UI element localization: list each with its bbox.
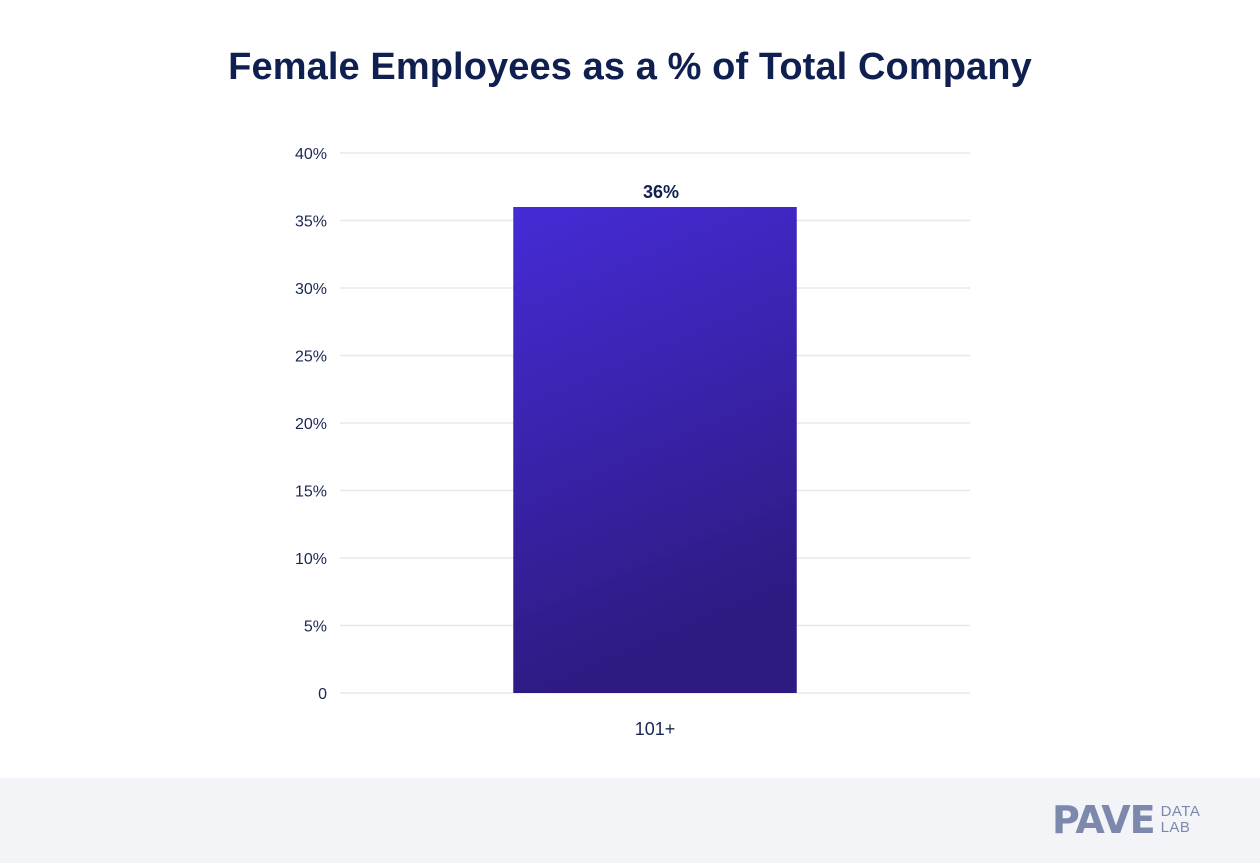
y-tick-label: 25%: [295, 349, 327, 366]
y-tick-label: 15%: [295, 484, 327, 501]
y-tick-label: 35%: [295, 214, 327, 231]
chart-title: Female Employees as a % of Total Company: [228, 46, 1032, 88]
bar-data-label: 36%: [643, 182, 679, 202]
y-tick-label: 40%: [295, 146, 327, 163]
bar: [513, 207, 797, 693]
y-tick-label: 0: [318, 686, 327, 703]
y-axis-ticks: 0 5% 10% 15% 20% 25% 30% 35% 40%: [295, 146, 327, 703]
bars: [513, 207, 797, 693]
y-tick-label: 20%: [295, 416, 327, 433]
logo-sub-lab: LAB: [1160, 819, 1191, 836]
footer-band: [0, 778, 1260, 863]
logo-wordmark: PAVE: [1052, 798, 1156, 842]
bar-chart: 0 5% 10% 15% 20% 25% 30% 35% 40% 36% 101+: [295, 146, 970, 739]
logo-subtitle: DATA LAB: [1161, 804, 1201, 836]
x-category-label: 101+: [635, 719, 676, 739]
logo-sub-data: DATA: [1160, 803, 1201, 820]
y-tick-label: 30%: [295, 281, 327, 298]
bar-labels: 36%: [643, 182, 679, 202]
x-axis-categories: 101+: [635, 719, 676, 739]
pave-data-lab-logo: PAVE DATA LAB: [1052, 800, 1200, 840]
y-tick-label: 5%: [304, 619, 327, 636]
y-tick-label: 10%: [295, 551, 327, 568]
